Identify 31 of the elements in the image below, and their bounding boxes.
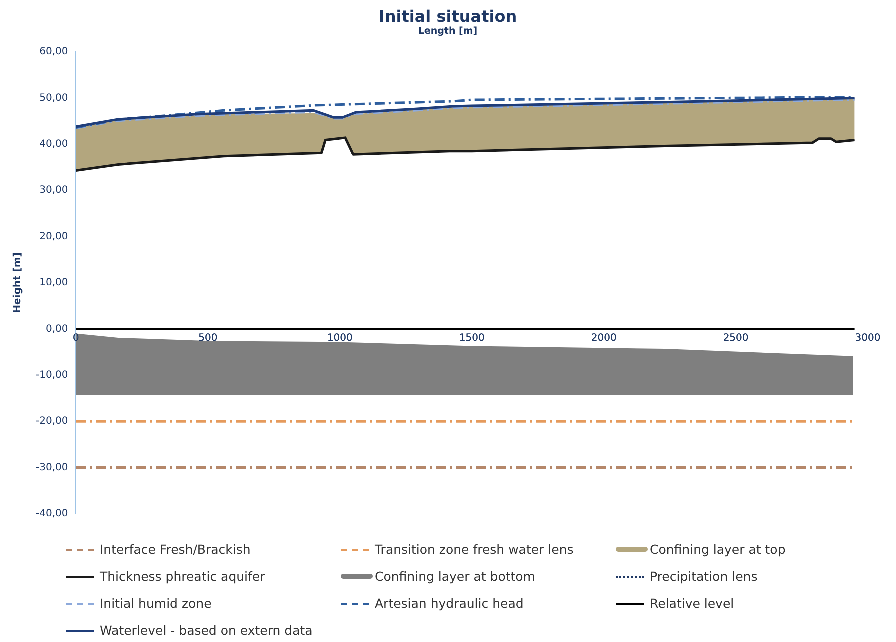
y-tick-label: -20,00 bbox=[36, 416, 68, 428]
y-tick-label: -30,00 bbox=[36, 462, 68, 474]
legend-label: Confining layer at top bbox=[650, 542, 786, 557]
chart-title: Initial situation bbox=[378, 7, 518, 26]
legend-label: Initial humid zone bbox=[100, 596, 212, 611]
legend-label: Relative level bbox=[650, 596, 734, 611]
x-tick-label: 2500 bbox=[723, 332, 749, 344]
y-tick-label: 0,00 bbox=[46, 324, 68, 335]
y-tick-label: -10,00 bbox=[36, 370, 68, 381]
legend-label: Interface Fresh/Brackish bbox=[100, 542, 251, 557]
y-tick-label: 50,00 bbox=[40, 92, 68, 104]
legend-label: Artesian hydraulic head bbox=[375, 596, 524, 611]
y-tick-label: 30,00 bbox=[40, 185, 68, 196]
y-tick-label: 40,00 bbox=[40, 138, 68, 150]
y-tick-label: -40,00 bbox=[36, 508, 68, 520]
x-tick-label: 2000 bbox=[591, 332, 617, 344]
x-tick-label: 1500 bbox=[459, 332, 485, 344]
x-tick-label: 1000 bbox=[327, 332, 353, 344]
legend-label: Waterlevel - based on extern data bbox=[100, 623, 313, 638]
y-tick-label: 60,00 bbox=[40, 46, 68, 58]
y-axis-title: Height [m] bbox=[12, 252, 24, 314]
legend-label: Confining layer at bottom bbox=[375, 569, 536, 584]
legend-label: Transition zone fresh water lens bbox=[375, 542, 574, 557]
legend-label: Thickness phreatic aquifer bbox=[100, 569, 266, 584]
y-tick-label: 10,00 bbox=[40, 278, 68, 289]
legend-label: Precipitation lens bbox=[650, 569, 758, 584]
x-axis-title: Length [m] bbox=[417, 26, 479, 38]
x-tick-label: 500 bbox=[198, 332, 218, 344]
x-tick-label: 3000 bbox=[855, 332, 881, 344]
x-tick-label: 0 bbox=[73, 332, 80, 344]
y-tick-label: 20,00 bbox=[40, 231, 68, 242]
